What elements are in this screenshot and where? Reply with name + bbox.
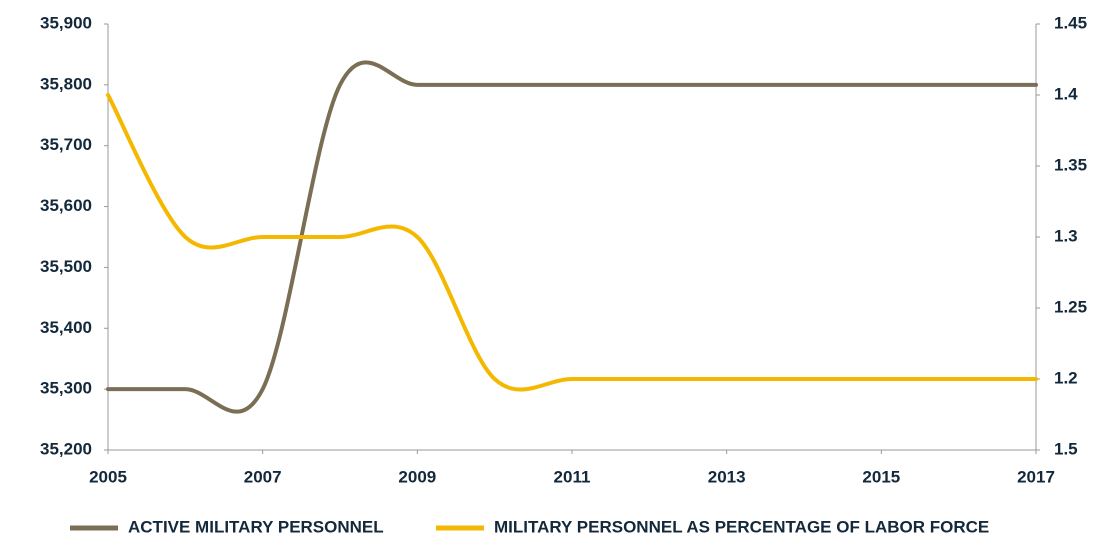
y2-tick-label: 1.35 bbox=[1054, 155, 1087, 174]
x-tick-label: 2017 bbox=[1017, 467, 1055, 486]
x-tick-label: 2015 bbox=[862, 467, 900, 486]
x-tick-label: 2013 bbox=[708, 467, 746, 486]
x-tick-label: 2009 bbox=[398, 467, 436, 486]
legend-label: ACTIVE MILITARY PERSONNEL bbox=[128, 517, 384, 536]
y-tick-label: 35,300 bbox=[40, 379, 92, 398]
y2-tick-label: 1.45 bbox=[1054, 13, 1087, 32]
y-tick-label: 35,200 bbox=[40, 439, 92, 458]
line bbox=[106, 60, 1038, 414]
legend-label: MILITARY PERSONNEL AS PERCENTAGE OF LABO… bbox=[494, 517, 989, 536]
y-tick-label: 35,500 bbox=[40, 257, 92, 276]
y-tick-label: 35,800 bbox=[40, 74, 92, 93]
x-tick-label: 2007 bbox=[244, 467, 282, 486]
line bbox=[106, 93, 1038, 392]
y-tick-label: 35,900 bbox=[40, 13, 92, 32]
y2-tick-label: 1.25 bbox=[1054, 297, 1087, 316]
x-tick-label: 2005 bbox=[89, 467, 127, 486]
y2-tick-label: 1.2 bbox=[1054, 368, 1078, 387]
y2-tick-label: 1.5 bbox=[1054, 439, 1078, 458]
y-tick-label: 35,700 bbox=[40, 135, 92, 154]
x-tick-label: 2011 bbox=[554, 467, 591, 486]
y-tick-label: 35,400 bbox=[40, 318, 92, 337]
y2-tick-label: 1.3 bbox=[1054, 226, 1078, 245]
y2-tick-label: 1.4 bbox=[1054, 84, 1078, 103]
y-tick-label: 35,600 bbox=[40, 196, 92, 215]
